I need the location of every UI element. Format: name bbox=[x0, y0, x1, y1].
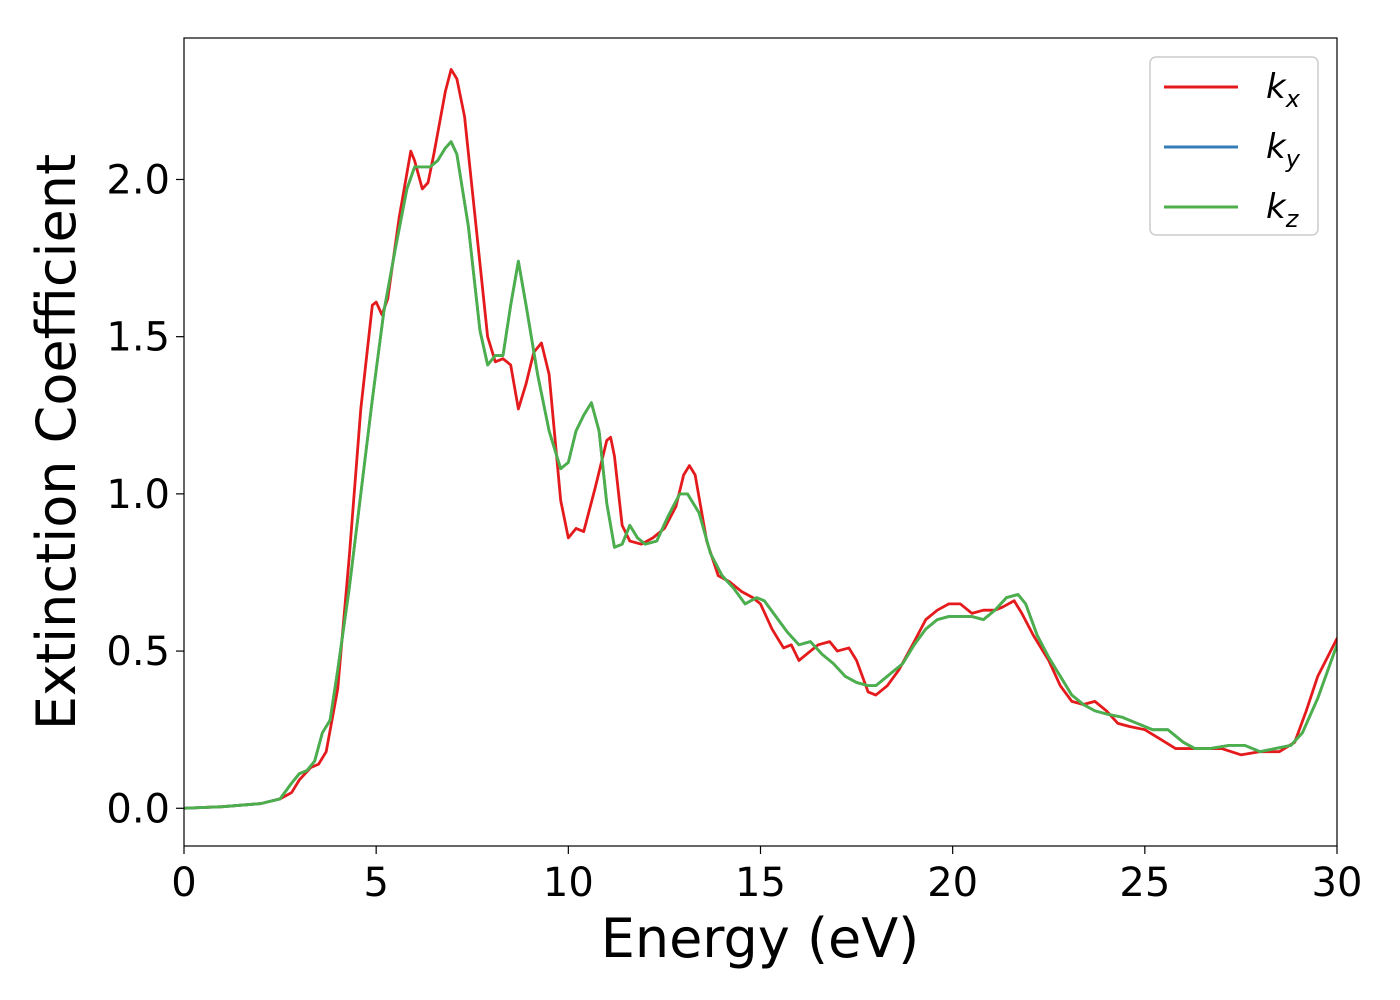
x-tick-label: 5 bbox=[363, 860, 388, 906]
x-tick-label: 10 bbox=[543, 860, 594, 906]
legend-label-kx: kx bbox=[1266, 67, 1301, 113]
y-axis: 0.0 0.5 1.0 1.5 2.0 bbox=[106, 157, 184, 832]
x-tick-label: 20 bbox=[927, 860, 978, 906]
x-axis-title: Energy (eV) bbox=[601, 907, 920, 970]
series-line-kz bbox=[184, 140, 1337, 810]
series-layer bbox=[184, 68, 1337, 810]
x-tick-label: 0 bbox=[171, 860, 196, 906]
series-line-kx bbox=[184, 68, 1337, 810]
x-tick-label: 30 bbox=[1312, 860, 1363, 906]
x-tick-label: 15 bbox=[735, 860, 786, 906]
x-axis: 0 5 10 15 20 25 30 bbox=[171, 846, 1362, 906]
legend: kx ky kz bbox=[1149, 56, 1319, 236]
y-tick-label: 2.0 bbox=[106, 157, 170, 203]
y-tick-label: 0.0 bbox=[106, 786, 170, 832]
x-tick-label: 25 bbox=[1119, 860, 1170, 906]
y-tick-label: 0.5 bbox=[106, 629, 170, 675]
y-axis-title: Extinction Coefficient bbox=[25, 154, 88, 730]
legend-label-ky: ky bbox=[1266, 127, 1301, 173]
y-tick-label: 1.0 bbox=[106, 472, 170, 518]
legend-label-kz: kz bbox=[1266, 187, 1300, 233]
y-tick-label: 1.5 bbox=[106, 315, 170, 361]
